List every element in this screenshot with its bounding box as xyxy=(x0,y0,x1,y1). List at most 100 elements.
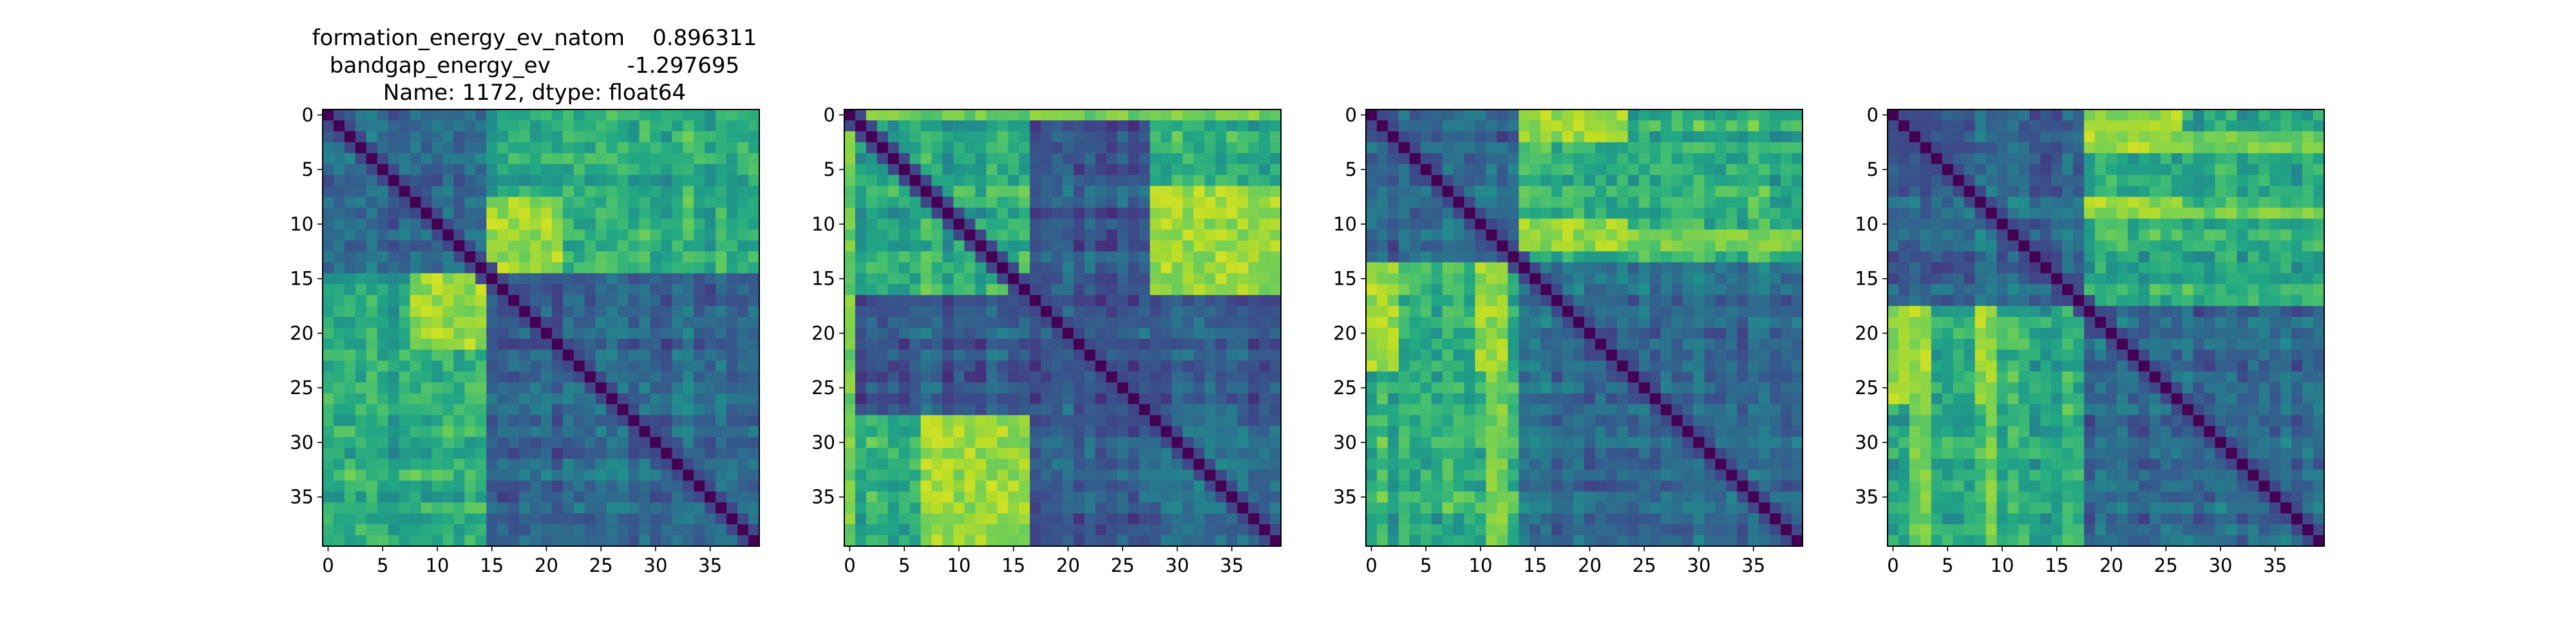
heatmap-cell xyxy=(442,328,454,339)
heatmap-cell xyxy=(705,426,716,438)
heatmap-cell xyxy=(366,273,378,285)
heatmap-cell xyxy=(975,131,987,143)
heatmap-cell xyxy=(1540,317,1552,328)
heatmap-cell xyxy=(737,131,749,143)
heatmap-cell xyxy=(1605,426,1618,438)
heatmap-cell xyxy=(1704,317,1716,328)
heatmap-cell xyxy=(639,448,651,459)
heatmap-cell xyxy=(1649,371,1662,383)
heatmap-cell xyxy=(1605,175,1618,187)
heatmap-cell xyxy=(1551,371,1563,383)
heatmap-cell xyxy=(748,535,760,547)
heatmap-cell xyxy=(1737,491,1748,503)
heatmap-cell xyxy=(1204,415,1216,427)
heatmap-cell xyxy=(1063,360,1074,372)
heatmap-cell xyxy=(650,491,662,503)
heatmap-cell xyxy=(866,273,878,285)
heatmap-cell xyxy=(931,120,943,132)
heatmap-cell xyxy=(1398,393,1410,405)
heatmap-cell xyxy=(1095,349,1107,361)
heatmap-cell xyxy=(737,469,749,481)
heatmap-cell xyxy=(366,404,378,416)
heatmap-cell xyxy=(748,251,760,263)
heatmap-cell xyxy=(1605,120,1618,132)
heatmap-cell xyxy=(1693,513,1705,525)
heatmap-cell xyxy=(855,349,867,361)
heatmap-cell xyxy=(661,273,672,285)
heatmap-cell xyxy=(866,175,878,187)
heatmap-cell xyxy=(1150,196,1162,209)
heatmap-cell xyxy=(1562,328,1574,339)
heatmap-cell xyxy=(551,218,564,231)
heatmap-cell xyxy=(1226,469,1238,481)
heatmap-cell xyxy=(748,262,760,274)
heatmap-cell xyxy=(1781,437,1792,449)
heatmap-cell xyxy=(748,437,760,449)
heatmap-cell xyxy=(1106,349,1118,361)
heatmap-cell xyxy=(475,153,487,165)
heatmap-cell xyxy=(1551,229,1563,241)
heatmap-cell xyxy=(1259,371,1271,383)
heatmap-cell xyxy=(866,469,878,481)
heatmap-cell xyxy=(1019,459,1030,470)
heatmap-cell xyxy=(1259,120,1271,132)
heatmap-cell xyxy=(2029,120,2041,132)
heatmap-cell xyxy=(1627,513,1640,525)
heatmap-cell xyxy=(986,338,998,350)
heatmap-cell xyxy=(1019,175,1030,187)
heatmap-cell xyxy=(1486,459,1497,470)
heatmap-cell xyxy=(715,513,727,525)
heatmap-cell xyxy=(1237,360,1249,372)
heatmap-cell xyxy=(1248,349,1260,361)
heatmap-cell xyxy=(1160,218,1173,231)
heatmap-cell xyxy=(942,426,954,438)
heatmap-cell xyxy=(410,437,422,449)
heatmap-cell xyxy=(377,153,389,165)
heatmap-cell xyxy=(1638,393,1651,405)
heatmap-cell xyxy=(486,218,498,231)
heatmap-cell xyxy=(1748,338,1759,350)
heatmap-cell xyxy=(1160,393,1173,405)
heatmap-cell xyxy=(672,240,683,252)
heatmap-cell xyxy=(519,426,531,438)
heatmap-cell xyxy=(2313,109,2325,121)
heatmap-cell xyxy=(1376,535,1388,547)
heatmap-cell xyxy=(1660,164,1672,176)
heatmap-cell xyxy=(442,393,454,405)
x-tick-label: 30 xyxy=(1166,554,1189,576)
heatmap-cell xyxy=(1638,240,1651,252)
heatmap-cell xyxy=(672,502,683,514)
heatmap-cell xyxy=(475,459,487,470)
heatmap-cell xyxy=(715,393,727,405)
heatmap-cell xyxy=(997,480,1009,492)
heatmap-cell xyxy=(1063,524,1074,536)
heatmap-cell xyxy=(595,480,607,492)
heatmap-cell xyxy=(975,480,987,492)
heatmap-cell xyxy=(1616,120,1629,132)
heatmap-cell xyxy=(1748,229,1759,241)
heatmap-cell xyxy=(323,240,334,252)
heatmap-cell xyxy=(584,262,596,274)
heatmap-cell xyxy=(1562,120,1574,132)
heatmap-cell xyxy=(606,459,618,470)
heatmap-cell xyxy=(442,502,454,514)
heatmap-cell xyxy=(1226,131,1238,143)
heatmap-cell xyxy=(1248,207,1260,220)
heatmap-cell xyxy=(399,185,411,198)
heatmap-cell xyxy=(1551,131,1563,143)
heatmap-cell xyxy=(355,513,367,525)
heatmap-cell xyxy=(1759,262,1770,274)
heatmap-cell xyxy=(1737,295,1748,307)
heatmap-cell xyxy=(1376,240,1388,252)
heatmap-cell xyxy=(661,175,672,187)
heatmap-cell xyxy=(1193,491,1205,503)
heatmap-cell xyxy=(1475,328,1487,339)
heatmap-cell xyxy=(1464,360,1476,372)
heatmap-cell xyxy=(1573,502,1585,514)
heatmap-cell xyxy=(953,273,965,285)
heatmap-cell xyxy=(1030,535,1041,547)
heatmap-cell xyxy=(931,153,943,165)
heatmap-cell xyxy=(715,295,727,307)
heatmap-cell xyxy=(715,196,727,209)
heatmap-cell xyxy=(475,524,487,536)
